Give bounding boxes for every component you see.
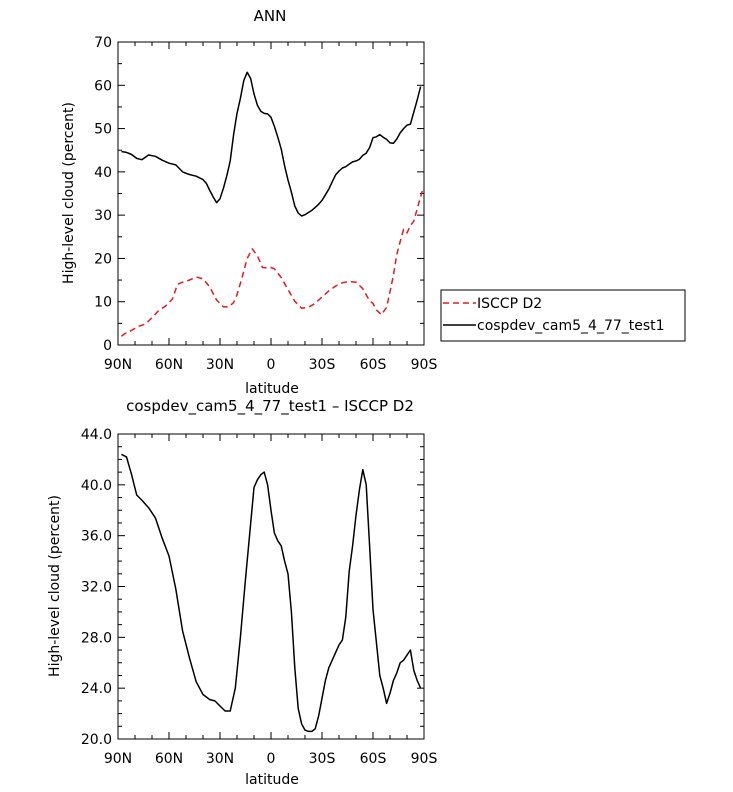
y-tick-labels: 0 10 20 30 40 50 60 70 — [94, 35, 112, 354]
y-tick-label: 30 — [94, 208, 112, 224]
y-tick-label: 0 — [103, 338, 112, 354]
x-tick-label: 60S — [360, 751, 387, 767]
x-tick-label: 30S — [309, 357, 336, 373]
legend: ISCCP D2 cospdev_cam5_4_77_test1 — [440, 289, 686, 342]
panel-difference: cospdev_cam5_4_77_test1 – ISCCP D2 20.02… — [47, 397, 437, 788]
y-tick-label: 10 — [94, 295, 112, 311]
series-layer — [120, 71, 424, 337]
x-tick-label: 30S — [309, 751, 336, 767]
plot-frame — [117, 433, 425, 740]
y-tick-label: 36.0 — [81, 529, 112, 545]
x-tick-label: 30N — [206, 751, 234, 767]
y-axis-label: High-level cloud (percent) — [47, 495, 63, 677]
legend-frame — [440, 289, 686, 342]
x-tick-label: 90N — [104, 751, 132, 767]
y-tick-label: 20.0 — [81, 732, 112, 748]
y-tick-label: 44.0 — [81, 427, 112, 443]
x-tick-label: 90S — [411, 751, 438, 767]
y-axis-label: High-level cloud (percent) — [61, 102, 77, 284]
y-tick-label: 60 — [94, 78, 112, 94]
axis-ticks — [117, 41, 425, 346]
series-layer — [121, 453, 422, 733]
y-tick-label: 32.0 — [81, 580, 112, 596]
series-line-first — [121, 453, 422, 733]
series-line-first — [120, 190, 424, 337]
x-axis-label: latitude — [245, 381, 299, 397]
y-tick-label: 50 — [94, 122, 112, 138]
x-tick-label: 60N — [155, 751, 183, 767]
y-tick-label: 40.0 — [81, 478, 112, 494]
x-tick-label: 0 — [267, 751, 276, 767]
plot-frame — [117, 41, 425, 346]
x-tick-label: 60N — [155, 357, 183, 373]
x-tick-label: 0 — [267, 357, 276, 373]
x-tick-labels: 90N 60N 30N 0 30S 60S 90S — [104, 751, 438, 767]
y-tick-label: 70 — [94, 35, 112, 51]
x-tick-label: 90N — [104, 357, 132, 373]
x-tick-label: 90S — [411, 357, 438, 373]
x-axis-label: latitude — [245, 772, 299, 788]
y-tick-label: 24.0 — [81, 681, 112, 697]
y-tick-labels: 20.0 24.0 28.0 32.0 36.0 40.0 44.0 — [81, 427, 112, 748]
x-tick-label: 60S — [360, 357, 387, 373]
axis-ticks — [117, 433, 425, 740]
y-tick-label: 28.0 — [81, 630, 112, 646]
legend-label-model: cospdev_cam5_4_77_test1 — [477, 318, 665, 334]
y-tick-label: 20 — [94, 251, 112, 267]
series-line-second — [121, 71, 422, 217]
x-tick-labels: 90N 60N 30N 0 30S 60S 90S — [104, 357, 438, 373]
chart-title: ANN — [254, 7, 287, 25]
x-tick-label: 30N — [206, 357, 234, 373]
legend-label-isccp: ISCCP D2 — [477, 296, 542, 312]
chart-title: cospdev_cam5_4_77_test1 – ISCCP D2 — [126, 397, 414, 416]
y-tick-label: 40 — [94, 165, 112, 181]
